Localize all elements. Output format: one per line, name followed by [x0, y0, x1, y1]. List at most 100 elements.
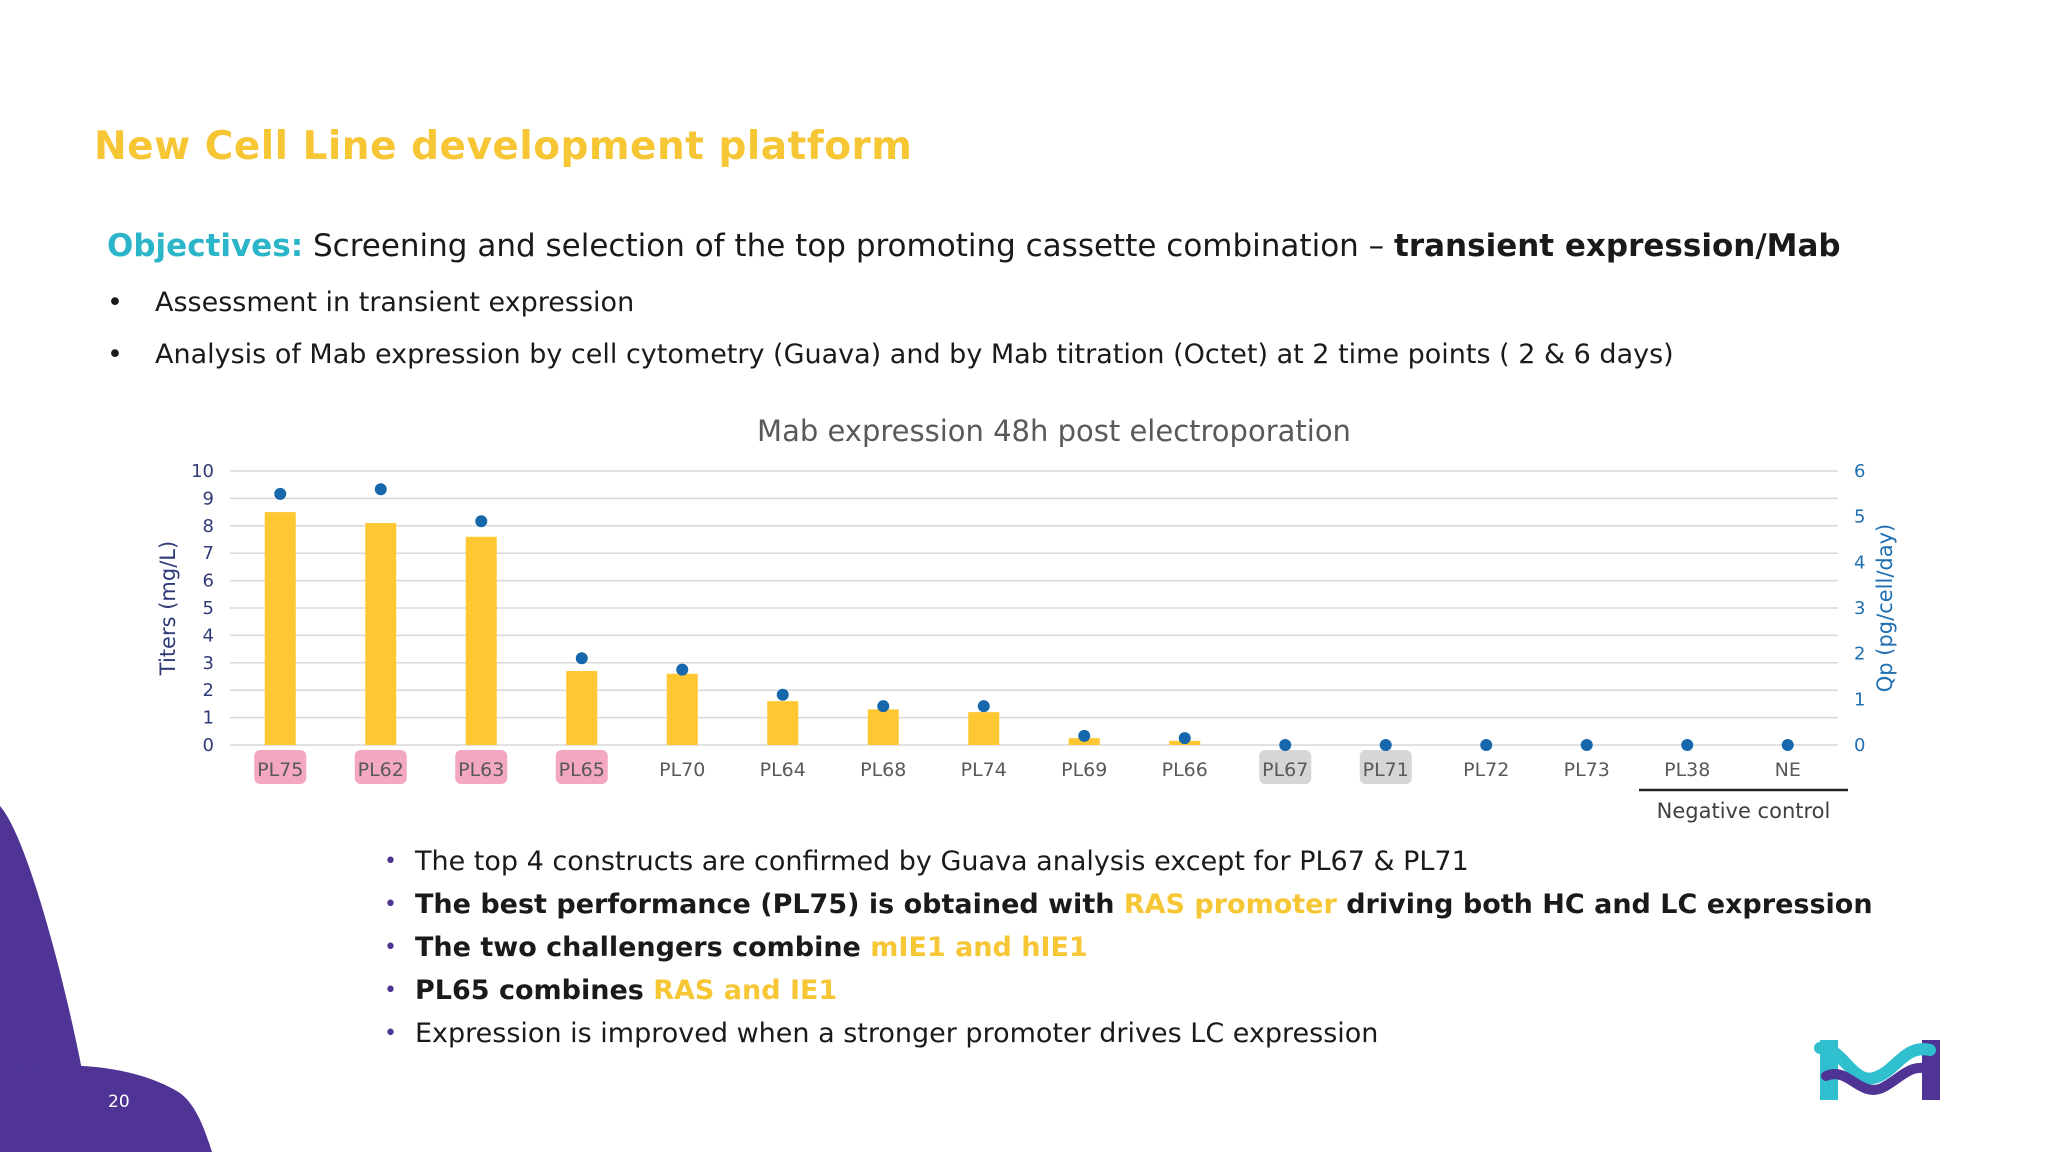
y-tick-label: 0	[203, 735, 214, 756]
category-highlight	[1359, 750, 1412, 784]
data-point	[1279, 739, 1292, 751]
chart-title: Mab expression 48h post electroporation	[757, 414, 1351, 448]
bullet-dot: •	[384, 1021, 397, 1046]
data-point	[1681, 739, 1694, 751]
objectives-line: Objectives: Screening and selection of t…	[107, 228, 1841, 264]
finding-text: The two challengers combine	[415, 932, 871, 963]
data-point	[475, 515, 488, 528]
data-point	[1781, 739, 1794, 751]
objectives-bold-text: transient expression/Mab	[1394, 228, 1841, 264]
bullet-dot: •	[384, 935, 397, 960]
data-point	[877, 700, 890, 713]
x-tick-label: PL64	[760, 759, 806, 781]
y2-tick-label: 4	[1854, 552, 1865, 573]
y2-tick-label: 3	[1854, 598, 1865, 619]
finding-text: The top 4 constructs are confirmed by Gu…	[415, 846, 1469, 877]
bullet-dot: •	[384, 892, 397, 917]
bullet-dot: •	[107, 339, 123, 370]
y-axis-title: Titers (mg/L)	[156, 541, 180, 676]
x-tick-label: PL68	[860, 759, 906, 781]
chart-svg: Mab expression 48h post electroporation 0…	[156, 414, 1897, 823]
finding-text: The best performance (PL75) is obtained …	[415, 889, 1124, 920]
category-highlight	[555, 750, 608, 784]
bar	[264, 512, 296, 745]
y-tick-label: 8	[203, 516, 214, 537]
list-item-text: Analysis of Mab expression by cell cytom…	[155, 339, 1674, 370]
x-tick-label: PL38	[1664, 759, 1710, 781]
x-tick-label: PL66	[1162, 759, 1208, 781]
y2-tick-label: 0	[1854, 735, 1865, 756]
x-tick-label: NE	[1775, 759, 1801, 781]
y2-tick-label: 1	[1854, 689, 1865, 710]
finding-item: • The two challengers combine mIE1 and hI…	[384, 930, 1873, 973]
highlight-text: RAS promoter	[1123, 889, 1337, 920]
decorative-purple-shape	[0, 806, 212, 1152]
data-point	[1480, 739, 1493, 751]
x-tick-label: PL70	[659, 759, 705, 781]
x-tick-label: PL71	[1363, 759, 1409, 781]
data-point	[1078, 729, 1091, 742]
data-point	[1580, 739, 1593, 751]
bar	[767, 701, 799, 745]
y-tick-label: 7	[203, 543, 214, 564]
finding-item: • Expression is improved when a stronger …	[384, 1016, 1873, 1059]
finding-item: • The top 4 constructs are confirmed by G…	[384, 844, 1873, 887]
data-point	[274, 487, 287, 500]
highlight-text: RAS and IE1	[653, 975, 838, 1006]
bullet-dot: •	[107, 287, 123, 318]
data-point	[977, 700, 990, 713]
x-tick-label: PL74	[961, 759, 1007, 781]
category-highlight	[254, 750, 307, 784]
mab-expression-chart: Mab expression 48h post electroporation 0…	[130, 396, 1940, 836]
category-highlight	[1259, 750, 1312, 784]
y-tick-label: 3	[203, 653, 214, 674]
bullet-dot: •	[384, 978, 397, 1003]
finding-text: driving both HC and LC expression	[1336, 889, 1873, 920]
bar	[867, 709, 899, 745]
finding-text: PL65 combines	[415, 975, 654, 1006]
bar	[666, 673, 698, 745]
finding-item: • PL65 combines RAS and IE1	[384, 973, 1873, 1016]
bar	[968, 712, 1000, 745]
x-tick-label: PL73	[1564, 759, 1610, 781]
data-point	[374, 483, 387, 496]
intro-bullet-list: • Assessment in transient expression • Ana…	[107, 286, 1674, 390]
x-tick-label: PL62	[358, 759, 404, 781]
list-item: • Analysis of Mab expression by cell cyto…	[107, 338, 1674, 390]
y-tick-label: 9	[203, 488, 214, 509]
y-tick-label: 6	[203, 571, 214, 592]
y-tick-label: 2	[203, 680, 214, 701]
x-tick-label: PL65	[559, 759, 605, 781]
negative-control-label: Negative control	[1657, 799, 1831, 823]
y-tick-label: 4	[203, 625, 214, 646]
bar	[566, 671, 598, 745]
data-point	[776, 688, 789, 701]
y-tick-label: 1	[203, 708, 214, 729]
list-item: • Assessment in transient expression	[107, 286, 1674, 338]
page-number: 20	[108, 1092, 130, 1112]
findings-list: • The top 4 constructs are confirmed by G…	[384, 844, 1873, 1059]
highlight-text: mIE1 and hIE1	[870, 932, 1088, 963]
finding-item: • The best performance (PL75) is obtained…	[384, 887, 1873, 930]
bullet-dot: •	[384, 849, 397, 874]
x-tick-label: PL75	[257, 759, 303, 781]
bar	[365, 523, 397, 745]
objectives-label: Objectives:	[107, 228, 304, 264]
data-point	[1379, 739, 1392, 751]
y2-tick-label: 6	[1854, 461, 1865, 482]
list-item-text: Assessment in transient expression	[155, 287, 635, 318]
x-tick-label: PL72	[1463, 759, 1509, 781]
y-tick-label: 5	[203, 598, 214, 619]
category-highlight	[354, 750, 407, 784]
y2-tick-label: 5	[1854, 507, 1865, 528]
slide-title: New Cell Line development platform	[94, 124, 913, 169]
y2-axis-title: Qp (pg/cell/day)	[1873, 524, 1897, 693]
data-point	[676, 663, 689, 676]
finding-text: Expression is improved when a stronger p…	[415, 1018, 1379, 1049]
x-tick-label: PL69	[1061, 759, 1107, 781]
y2-tick-label: 2	[1854, 644, 1865, 665]
y-tick-label: 10	[191, 461, 214, 482]
data-point	[575, 652, 588, 665]
x-tick-label: PL67	[1262, 759, 1308, 781]
category-highlight	[455, 750, 508, 784]
